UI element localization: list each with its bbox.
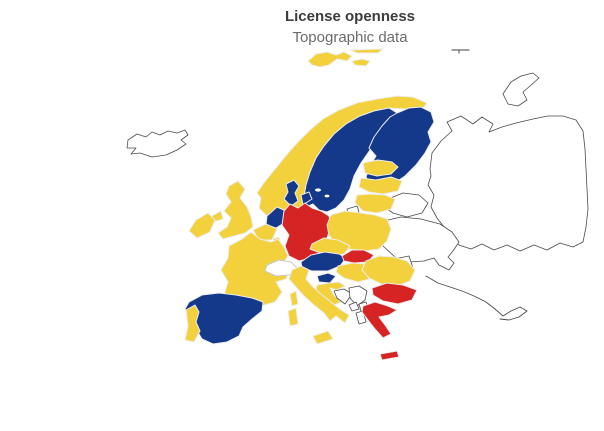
country-svalbard-north[interactable]	[349, 48, 384, 54]
country-lithuania[interactable]	[354, 193, 396, 214]
title-block: License openness Topographic data	[285, 7, 415, 47]
country-latvia[interactable]	[358, 176, 403, 195]
sweden-lake-vattern	[324, 194, 330, 198]
country-russia-novaya-zemlya[interactable]	[502, 72, 540, 107]
country-denmark-zealand[interactable]	[300, 191, 313, 206]
country-united-kingdom[interactable]	[217, 180, 254, 240]
country-denmark[interactable]	[283, 179, 300, 207]
country-sicily[interactable]	[312, 330, 334, 345]
country-serbia[interactable]	[348, 285, 368, 307]
map-title: License openness	[284, 8, 416, 25]
country-france[interactable]	[220, 231, 290, 307]
country-romania[interactable]	[361, 255, 416, 287]
country-portugal[interactable]	[184, 304, 201, 343]
country-sardinia[interactable]	[287, 307, 299, 327]
country-svalbard-east[interactable]	[351, 58, 371, 67]
country-poland[interactable]	[326, 210, 392, 252]
map-subtitle: Topographic data	[292, 29, 408, 46]
franz-josef-land-outline	[451, 49, 470, 54]
country-slovakia[interactable]	[341, 249, 375, 264]
country-crete[interactable]	[379, 350, 400, 361]
country-ireland[interactable]	[188, 212, 216, 239]
sweden-lake-vanern	[315, 188, 321, 192]
country-italy[interactable]	[288, 265, 350, 324]
country-montenegro[interactable]	[348, 301, 360, 312]
country-svalbard-main[interactable]	[307, 51, 353, 68]
country-russia[interactable]	[427, 115, 589, 252]
country-bosnia-herzegovina[interactable]	[333, 288, 353, 305]
country-greece[interactable]	[361, 301, 398, 339]
country-corsica[interactable]	[289, 290, 299, 307]
country-slovenia[interactable]	[316, 272, 337, 284]
caucasus-coast-outline	[425, 275, 528, 321]
country-ukraine[interactable]	[377, 216, 460, 271]
country-estonia[interactable]	[362, 159, 399, 177]
country-bulgaria[interactable]	[371, 282, 418, 305]
country-czechia[interactable]	[309, 237, 351, 257]
country-iceland[interactable]	[126, 129, 189, 158]
